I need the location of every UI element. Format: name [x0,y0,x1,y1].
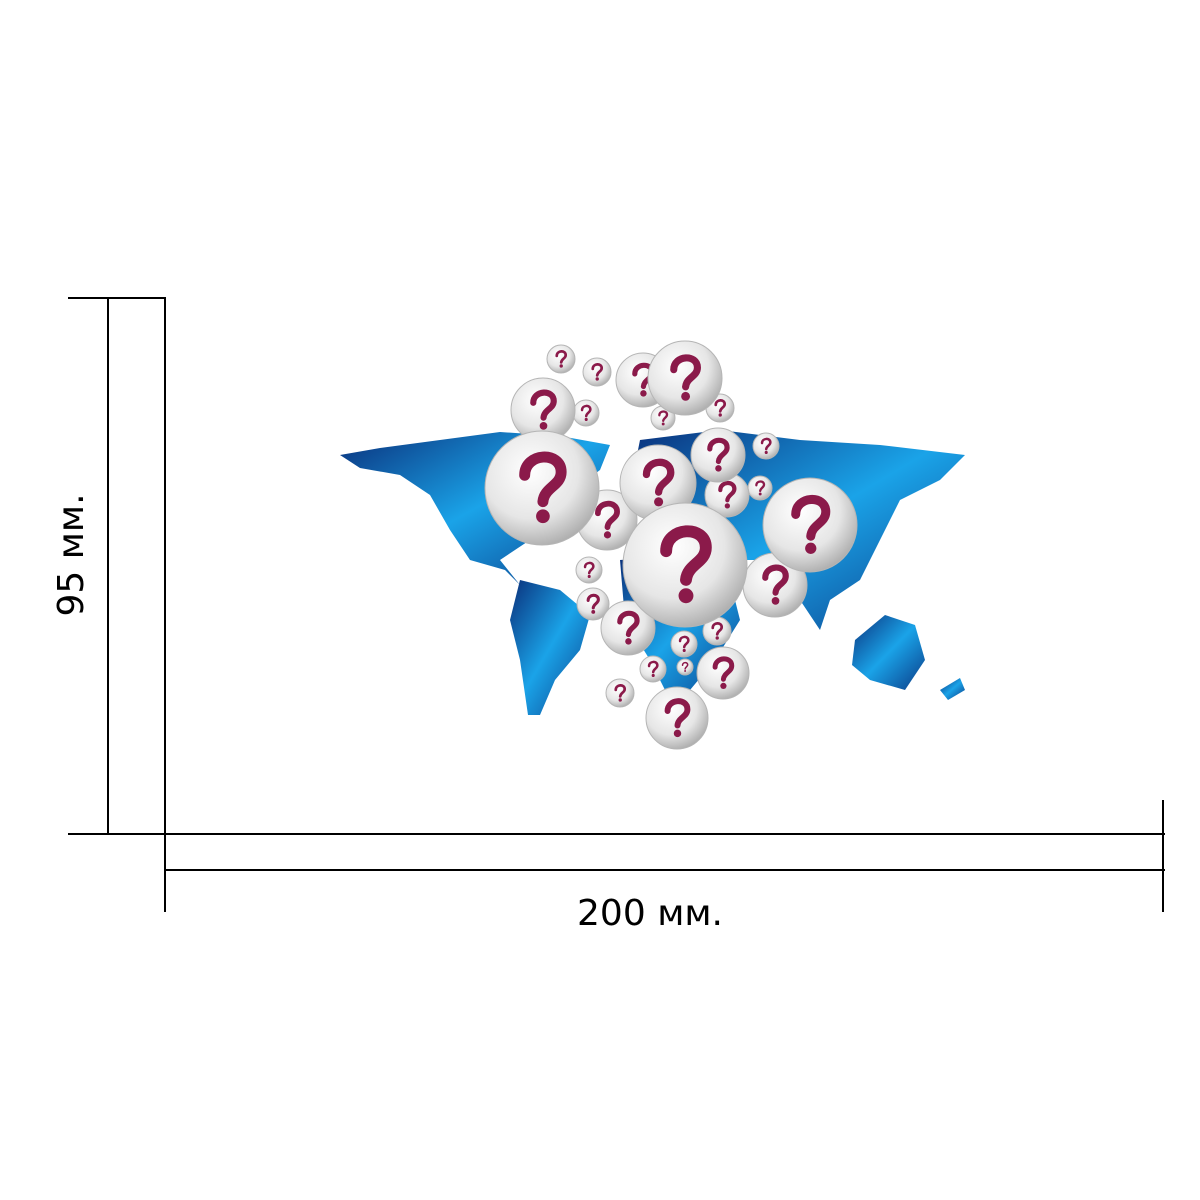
bubble [670,630,698,658]
bubble [645,686,709,750]
bubble [582,357,612,387]
bubble [575,556,603,584]
bubble [546,344,576,374]
bubble [572,399,600,427]
bubble [747,475,773,501]
bubble [647,340,723,416]
height-label: 95 мм. [51,493,92,616]
bubbles [484,340,858,750]
bubble [605,678,635,708]
dimension-lines [68,297,1165,912]
bubble [576,587,610,621]
bubble [696,646,750,700]
width-label: 200 мм. [577,893,723,934]
bubble [690,427,746,483]
bubble [752,432,780,460]
bubble [484,430,600,546]
bubble [600,600,656,656]
bubble [762,477,858,573]
bubble [676,658,694,676]
bubble [622,502,748,628]
bubble [639,655,667,683]
